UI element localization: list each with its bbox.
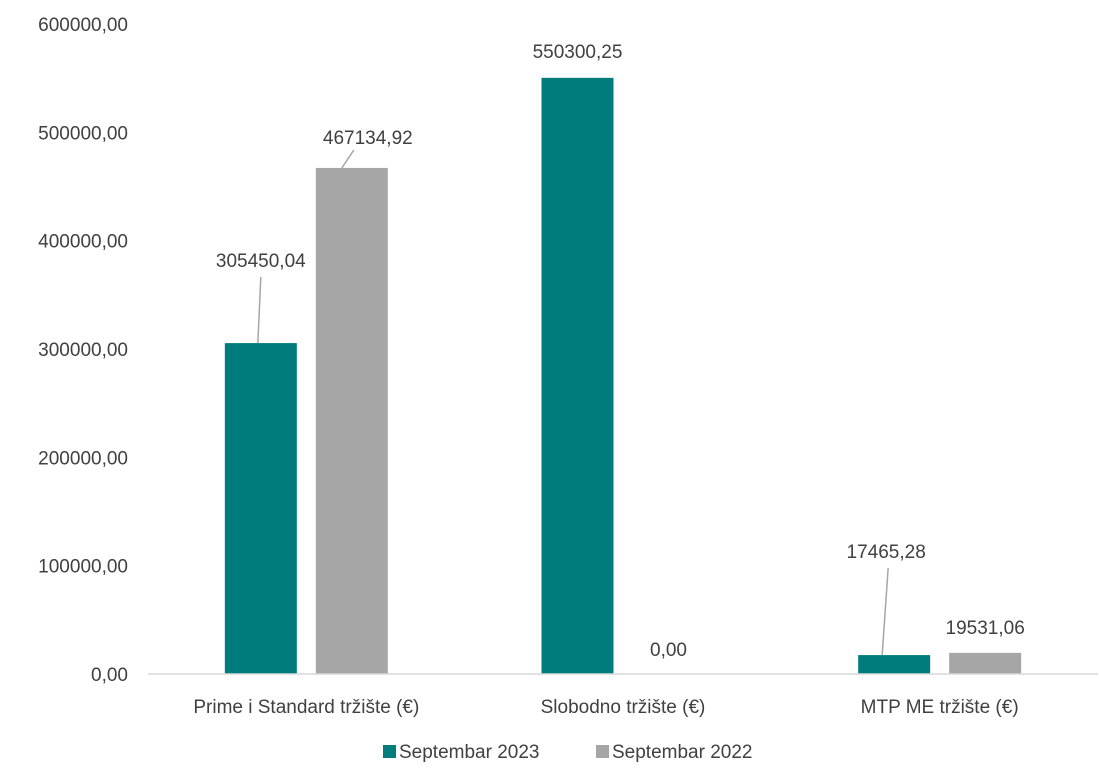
y-tick-label: 600000,00: [38, 15, 128, 36]
bar-septembar-2023: [224, 343, 297, 674]
y-tick-label: 500000,00: [38, 123, 128, 144]
y-tick-label: 100000,00: [38, 557, 128, 578]
legend-label: Septembar 2022: [612, 742, 753, 763]
leader-line: [881, 567, 889, 656]
bars: [224, 77, 1022, 675]
category-labels: Prime i Standard tržište (€) Slobodno trž…: [193, 697, 1018, 718]
data-label: 467134,92: [323, 128, 413, 149]
leader-lines: [257, 149, 889, 656]
category-label: Prime i Standard tržište (€): [193, 697, 419, 718]
legend-swatch: [596, 745, 609, 758]
data-label: 550300,25: [533, 42, 623, 63]
bar-septembar-2023: [541, 77, 614, 675]
category-label: MTP ME tržište (€): [861, 697, 1019, 718]
data-label: 17465,28: [847, 542, 926, 563]
y-tick-label: 200000,00: [38, 448, 128, 469]
y-tick-label: 400000,00: [38, 232, 128, 253]
leader-line: [257, 276, 262, 344]
bar-septembar-2022: [949, 652, 1022, 674]
y-axis: 0,00 100000,00 200000,00 300000,00 400000,00…: [38, 15, 128, 686]
legend-label: Septembar 2023: [399, 742, 540, 763]
y-tick-label: 0,00: [91, 665, 128, 686]
legend: Septembar 2023 Septembar 2022: [383, 742, 753, 763]
bar-septembar-2023: [858, 655, 931, 674]
y-tick-label: 300000,00: [38, 340, 128, 361]
legend-swatch: [383, 745, 396, 758]
data-label: 305450,04: [216, 251, 306, 272]
data-labels: 305450,04 467134,92 550300,25 0,00 17465,28 1…: [216, 42, 1025, 661]
data-label: 19531,06: [946, 618, 1025, 639]
bar-septembar-2022: [315, 167, 388, 674]
data-label: 0,00: [650, 640, 687, 661]
leader-line: [341, 149, 355, 169]
category-label: Slobodno tržište (€): [541, 697, 706, 718]
